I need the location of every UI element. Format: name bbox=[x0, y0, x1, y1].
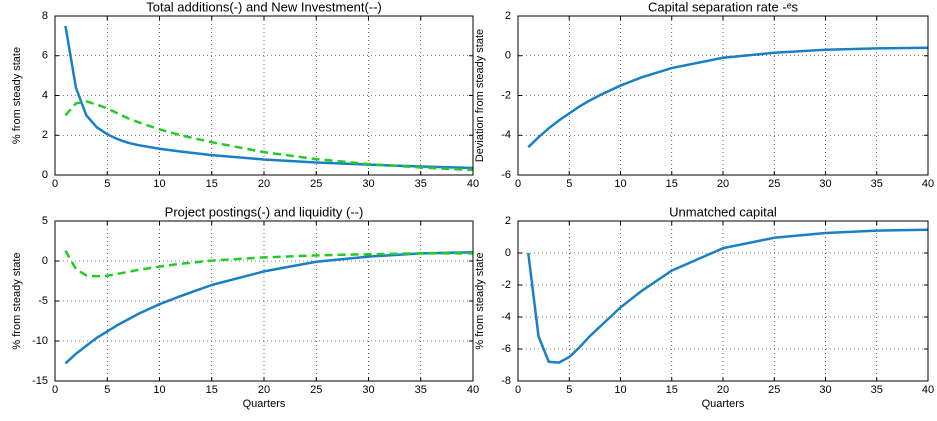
x-tick-label: 35 bbox=[871, 178, 883, 190]
subplot-title: Project postings(-) and liquidity (--) bbox=[165, 204, 364, 219]
x-tick-label: 35 bbox=[871, 384, 883, 396]
y-tick-label: 0 bbox=[42, 255, 48, 267]
axes-box bbox=[517, 220, 929, 382]
x-tick-label: 0 bbox=[52, 384, 58, 396]
y-axis-label: % from steady state bbox=[474, 252, 486, 349]
x-tick-label: 20 bbox=[717, 178, 729, 190]
y-axis-label: % from steady state bbox=[11, 252, 23, 349]
x-axis-label: Quarters bbox=[243, 398, 286, 410]
x-tick-label: 25 bbox=[768, 384, 780, 396]
x-tick-label: 35 bbox=[415, 178, 427, 190]
series-line bbox=[64, 25, 474, 170]
y-tick-label: 2 bbox=[505, 215, 511, 227]
y-tick-label: -15 bbox=[32, 375, 48, 387]
y-tick-label: -6 bbox=[501, 169, 511, 181]
x-tick-label: 15 bbox=[666, 178, 678, 190]
x-tick-label: 0 bbox=[515, 178, 521, 190]
x-tick-label: 25 bbox=[310, 384, 322, 396]
axes-box bbox=[54, 15, 474, 176]
subplot: 0 5 10 15 20 25 30 35 40 -6 -4 -2 0 2 Capital separati… bbox=[474, 0, 934, 190]
x-tick-label: 20 bbox=[717, 384, 729, 396]
x-tick-label: 40 bbox=[467, 178, 479, 190]
x-tick-label: 40 bbox=[922, 178, 934, 190]
x-tick-label: 35 bbox=[415, 384, 427, 396]
axes-box bbox=[54, 220, 474, 382]
y-tick-label: 4 bbox=[42, 89, 48, 101]
subplot: 0 5 10 15 20 25 30 35 40 0 2 4 6 8 Total additions(-) … bbox=[11, 0, 479, 190]
x-tick-label: 15 bbox=[206, 178, 218, 190]
series-line bbox=[527, 46, 929, 149]
y-tick-label: 6 bbox=[42, 50, 48, 62]
x-tick-label: 40 bbox=[467, 384, 479, 396]
x-tick-label: 20 bbox=[258, 384, 270, 396]
x-tick-label: 5 bbox=[104, 178, 110, 190]
y-tick-label: 2 bbox=[42, 129, 48, 141]
x-tick-label: 5 bbox=[566, 384, 572, 396]
x-tick-label: 10 bbox=[614, 178, 626, 190]
subplot: 0 5 10 15 20 25 30 35 40 -15 -10 -5 0 5 Project postin… bbox=[11, 204, 479, 409]
y-tick-label: -4 bbox=[501, 311, 511, 323]
y-tick-label: -5 bbox=[38, 295, 48, 307]
x-axis-label: Quarters bbox=[702, 398, 745, 410]
x-tick-label: 10 bbox=[153, 178, 165, 190]
y-tick-label: 0 bbox=[505, 247, 511, 259]
y-tick-label: -8 bbox=[501, 375, 511, 387]
subplot-title: Total additions(-) and New Investment(--… bbox=[146, 0, 382, 14]
series-line bbox=[64, 100, 474, 172]
axes-box bbox=[517, 15, 929, 176]
x-tick-label: 5 bbox=[566, 178, 572, 190]
x-tick-label: 25 bbox=[310, 178, 322, 190]
x-tick-label: 30 bbox=[362, 178, 374, 190]
series-line bbox=[64, 249, 473, 278]
y-tick-label: 5 bbox=[42, 215, 48, 227]
x-tick-label: 30 bbox=[819, 178, 831, 190]
x-tick-label: 10 bbox=[614, 384, 626, 396]
y-tick-label: -6 bbox=[501, 343, 511, 355]
y-tick-label: -10 bbox=[32, 335, 48, 347]
y-tick-label: -2 bbox=[501, 279, 511, 291]
y-tick-label: 8 bbox=[42, 10, 48, 22]
x-tick-label: 5 bbox=[104, 384, 110, 396]
x-tick-label: 25 bbox=[768, 178, 780, 190]
y-tick-label: -2 bbox=[501, 89, 511, 101]
x-tick-label: 30 bbox=[819, 384, 831, 396]
x-tick-label: 20 bbox=[258, 178, 270, 190]
x-tick-label: 0 bbox=[52, 178, 58, 190]
y-axis-label: % from steady state bbox=[11, 47, 23, 144]
y-axis-label: Deviation from steady state bbox=[474, 29, 486, 162]
subplot: 0 5 10 15 20 25 30 35 40 -8 -6 -4 -2 0 2 Unmatched capi… bbox=[474, 204, 934, 409]
x-tick-label: 10 bbox=[153, 384, 165, 396]
y-tick-label: -4 bbox=[501, 129, 511, 141]
series-line bbox=[527, 228, 929, 364]
series-line bbox=[64, 250, 474, 365]
x-tick-label: 15 bbox=[666, 384, 678, 396]
subplot-title: Unmatched capital bbox=[669, 204, 777, 219]
x-tick-label: 40 bbox=[922, 384, 934, 396]
y-tick-label: 2 bbox=[505, 10, 511, 22]
y-tick-label: 0 bbox=[42, 169, 48, 181]
subplot-title: Capital separation rate -ᵉs bbox=[648, 0, 799, 14]
x-tick-label: 30 bbox=[362, 384, 374, 396]
x-tick-label: 15 bbox=[206, 384, 218, 396]
y-tick-label: 0 bbox=[505, 50, 511, 62]
x-tick-label: 0 bbox=[515, 384, 521, 396]
